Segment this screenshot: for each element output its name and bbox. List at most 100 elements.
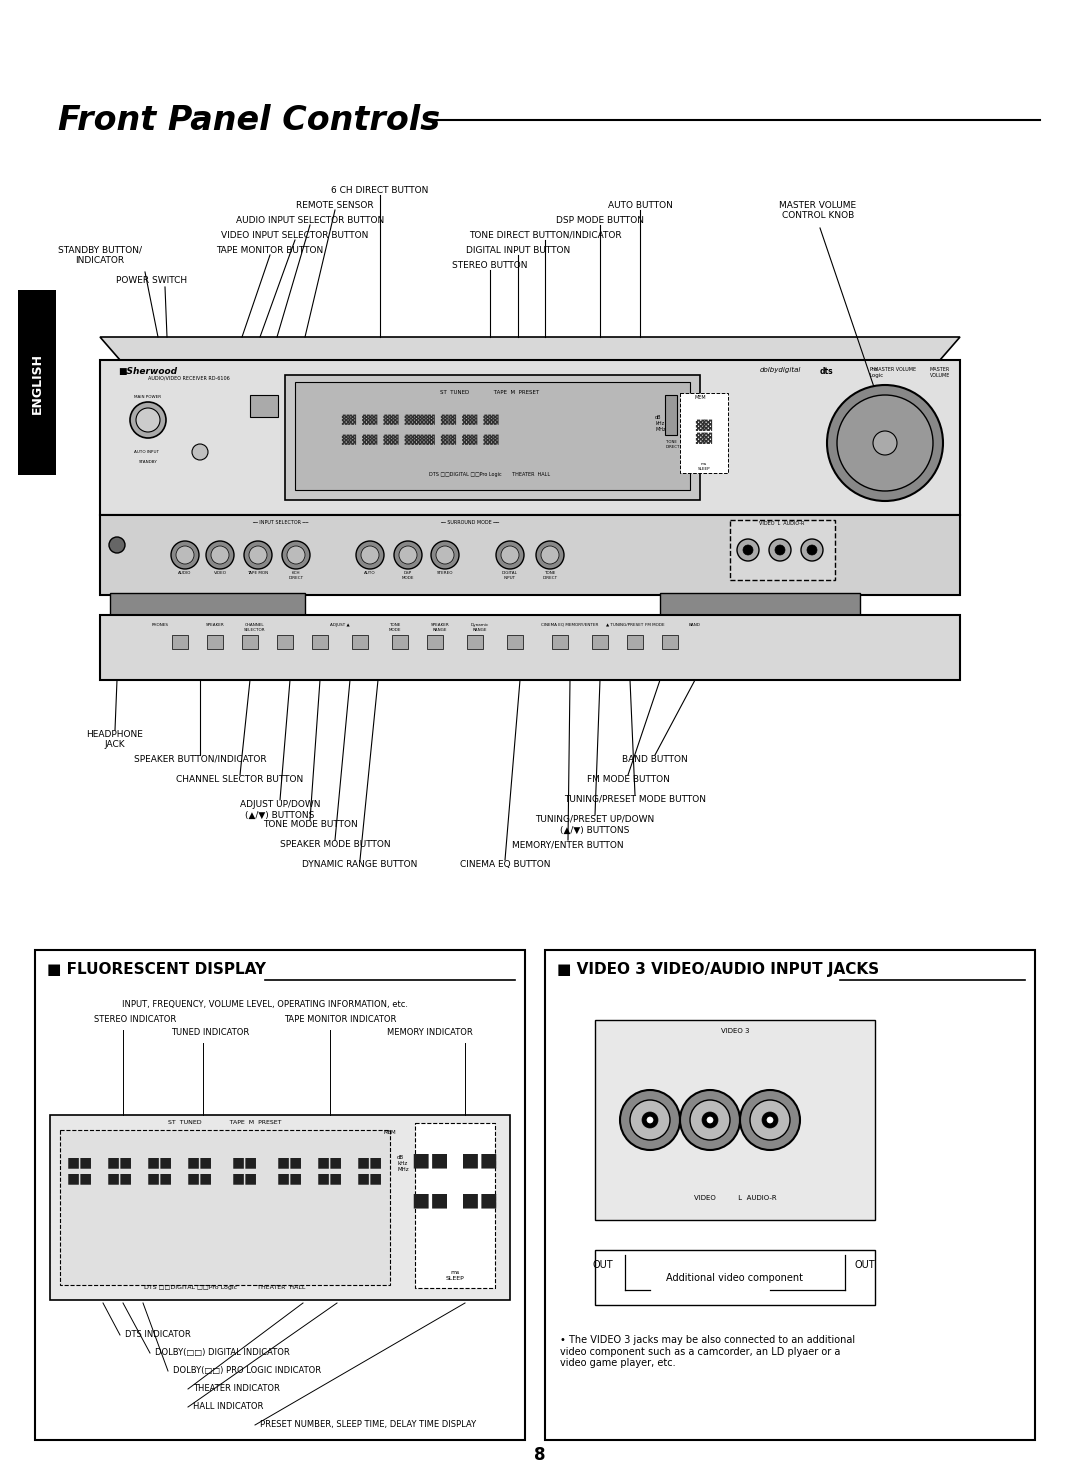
Text: ■■
■■: ■■ ■■ bbox=[232, 1155, 258, 1185]
Bar bbox=[665, 395, 677, 435]
Text: ■■
■■: ■■ ■■ bbox=[276, 1155, 303, 1185]
Circle shape bbox=[737, 538, 759, 561]
Circle shape bbox=[680, 1090, 740, 1151]
Bar bbox=[730, 521, 835, 580]
Bar bbox=[50, 1115, 510, 1300]
Text: ADJUST ▲: ADJUST ▲ bbox=[330, 623, 350, 627]
Text: CHANNEL
SELECTOR: CHANNEL SELECTOR bbox=[244, 623, 266, 632]
Circle shape bbox=[249, 546, 267, 563]
Text: ■■
■■: ■■ ■■ bbox=[67, 1155, 93, 1185]
Bar bbox=[392, 634, 408, 649]
Text: TONE
DIRECT: TONE DIRECT bbox=[542, 571, 557, 580]
Text: dB
kHz
MHz: dB kHz MHz bbox=[654, 416, 665, 432]
Circle shape bbox=[873, 430, 897, 456]
Circle shape bbox=[702, 1112, 718, 1128]
Text: AUDIO INPUT SELECTOR BUTTON: AUDIO INPUT SELECTOR BUTTON bbox=[235, 216, 384, 225]
Bar bbox=[249, 395, 278, 417]
Circle shape bbox=[431, 541, 459, 569]
Circle shape bbox=[536, 541, 564, 569]
Bar bbox=[100, 615, 960, 680]
Bar bbox=[552, 634, 568, 649]
Text: TONE MODE BUTTON: TONE MODE BUTTON bbox=[262, 819, 357, 830]
Bar bbox=[295, 382, 690, 490]
Text: BAND: BAND bbox=[689, 623, 701, 627]
Circle shape bbox=[630, 1100, 670, 1140]
Circle shape bbox=[647, 1117, 653, 1123]
Text: DYNAMIC RANGE BUTTON: DYNAMIC RANGE BUTTON bbox=[302, 859, 418, 870]
Polygon shape bbox=[100, 337, 960, 359]
Text: STEREO BUTTON: STEREO BUTTON bbox=[453, 260, 528, 271]
Circle shape bbox=[496, 541, 524, 569]
Circle shape bbox=[399, 546, 417, 563]
Circle shape bbox=[136, 408, 160, 432]
Text: FM MODE BUTTON: FM MODE BUTTON bbox=[586, 775, 670, 784]
Text: ST  TUNED              TAPE  M  PRESET: ST TUNED TAPE M PRESET bbox=[168, 1120, 282, 1126]
Circle shape bbox=[282, 541, 310, 569]
Bar bbox=[415, 1123, 495, 1288]
Text: SPEAKER
RANGE: SPEAKER RANGE bbox=[431, 623, 449, 632]
Text: PHONES: PHONES bbox=[151, 623, 168, 627]
Text: CHANNEL SLECTOR BUTTON: CHANNEL SLECTOR BUTTON bbox=[176, 775, 303, 784]
Text: AUTO BUTTON: AUTO BUTTON bbox=[608, 201, 673, 210]
Bar bbox=[207, 634, 222, 649]
Text: REMOTE SENSOR: REMOTE SENSOR bbox=[296, 201, 374, 210]
Text: TAPE MON: TAPE MON bbox=[247, 571, 269, 575]
Text: AUDIO: AUDIO bbox=[178, 571, 191, 575]
Circle shape bbox=[707, 1117, 713, 1123]
Text: ── INPUT SELECTOR ──: ── INPUT SELECTOR ── bbox=[252, 521, 308, 525]
Bar bbox=[172, 634, 188, 649]
Circle shape bbox=[287, 546, 305, 563]
Text: ENGLISH: ENGLISH bbox=[30, 352, 43, 414]
Text: TUNED INDICATOR: TUNED INDICATOR bbox=[171, 1028, 249, 1037]
Text: ■ VIDEO 3 VIDEO/AUDIO INPUT JACKS: ■ VIDEO 3 VIDEO/AUDIO INPUT JACKS bbox=[557, 961, 879, 978]
Circle shape bbox=[620, 1090, 680, 1151]
Text: ▓▓  ▓▓  ▓▓  ▓▓▓▓  ▓▓  ▓▓  ▓▓: ▓▓ ▓▓ ▓▓ ▓▓▓▓ ▓▓ ▓▓ ▓▓ bbox=[341, 416, 499, 426]
Text: POWER SWITCH: POWER SWITCH bbox=[117, 277, 188, 285]
Bar bbox=[18, 290, 56, 475]
Text: BAND BUTTON: BAND BUTTON bbox=[622, 754, 688, 765]
Circle shape bbox=[171, 541, 199, 569]
Bar bbox=[312, 634, 328, 649]
Text: 6 CH DIRECT BUTTON: 6 CH DIRECT BUTTON bbox=[332, 186, 429, 195]
Text: DIGITAL INPUT BUTTON: DIGITAL INPUT BUTTON bbox=[465, 246, 570, 254]
Text: ■ FLUORESCENT DISPLAY: ■ FLUORESCENT DISPLAY bbox=[48, 961, 266, 978]
Text: TONE
DIRECT: TONE DIRECT bbox=[666, 439, 680, 448]
Text: VIDEO 3: VIDEO 3 bbox=[720, 1028, 750, 1034]
Bar bbox=[352, 634, 368, 649]
Text: Dynamic
RANGE: Dynamic RANGE bbox=[471, 623, 489, 632]
Bar bbox=[545, 950, 1035, 1441]
Bar bbox=[507, 634, 523, 649]
Circle shape bbox=[176, 546, 194, 563]
Bar bbox=[100, 515, 960, 595]
Circle shape bbox=[211, 546, 229, 563]
Text: DIGITAL
INPUT: DIGITAL INPUT bbox=[502, 571, 518, 580]
Circle shape bbox=[740, 1090, 800, 1151]
Text: DOLBY(□□) PRO LOGIC INDICATOR: DOLBY(□□) PRO LOGIC INDICATOR bbox=[173, 1367, 321, 1375]
Bar bbox=[427, 634, 443, 649]
Text: VIDEO  L  AUDIO-R: VIDEO L AUDIO-R bbox=[759, 521, 805, 527]
Bar bbox=[680, 393, 728, 473]
Text: STEREO: STEREO bbox=[436, 571, 454, 575]
Bar bbox=[660, 593, 860, 615]
Text: ■■
■■: ■■ ■■ bbox=[316, 1155, 343, 1185]
Circle shape bbox=[801, 538, 823, 561]
Circle shape bbox=[827, 385, 943, 501]
Circle shape bbox=[436, 546, 454, 563]
Circle shape bbox=[690, 1100, 730, 1140]
Text: MASTER
VOLUME: MASTER VOLUME bbox=[930, 367, 950, 377]
Circle shape bbox=[767, 1117, 773, 1123]
Text: ▓▓
▓▓: ▓▓ ▓▓ bbox=[696, 420, 713, 444]
Text: ■■  ■■: ■■ ■■ bbox=[411, 1191, 498, 1208]
Text: HEADPHONE
JACK: HEADPHONE JACK bbox=[86, 731, 144, 750]
Circle shape bbox=[394, 541, 422, 569]
Bar bbox=[60, 1130, 390, 1285]
Text: TUNING/PRESET UP/DOWN
(▲/▼) BUTTONS: TUNING/PRESET UP/DOWN (▲/▼) BUTTONS bbox=[536, 815, 654, 834]
Text: DTS □□DIGITAL □□Pro Logic       THEATER  HALL: DTS □□DIGITAL □□Pro Logic THEATER HALL bbox=[430, 472, 551, 478]
Bar bbox=[662, 634, 678, 649]
Text: 6CH
DIRECT: 6CH DIRECT bbox=[288, 571, 303, 580]
Text: HALL INDICATOR: HALL INDICATOR bbox=[193, 1402, 264, 1411]
Text: TUNING/PRESET MODE BUTTON: TUNING/PRESET MODE BUTTON bbox=[564, 796, 706, 805]
Bar bbox=[595, 1250, 875, 1304]
Text: ■■
■■: ■■ ■■ bbox=[107, 1155, 133, 1185]
Text: AUDIO/VIDEO RECEIVER RD-6106: AUDIO/VIDEO RECEIVER RD-6106 bbox=[148, 376, 230, 382]
